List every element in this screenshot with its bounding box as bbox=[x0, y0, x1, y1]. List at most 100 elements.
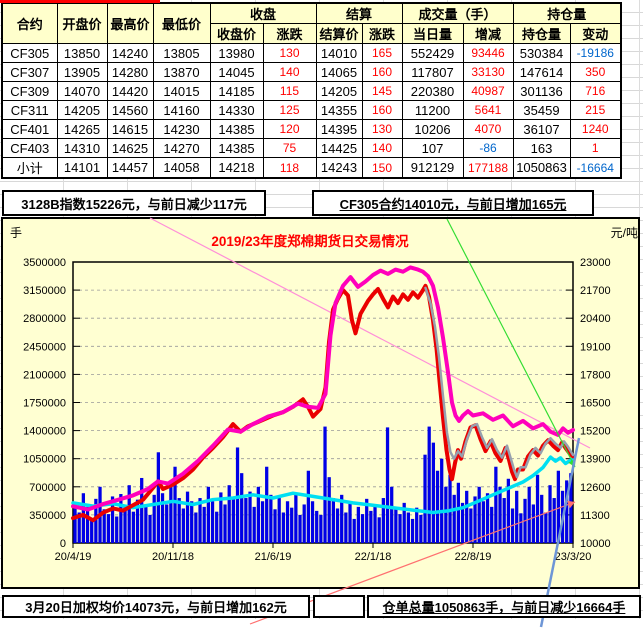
index-status-text: 3128B指数15226元，与前日减少117元 bbox=[21, 196, 247, 212]
svg-text:22/8/19: 22/8/19 bbox=[455, 551, 492, 563]
value-cell: 716 bbox=[569, 81, 622, 101]
table-row: CF309 14070 14420 14015 14185 115 14205 145 2203… bbox=[1, 81, 622, 101]
svg-text:10000: 10000 bbox=[580, 538, 611, 550]
value-cell: 1240 bbox=[569, 119, 622, 139]
value-cell: 530384 bbox=[512, 43, 571, 63]
col-header-vol-chg: 增减 bbox=[462, 23, 514, 44]
value-cell: 160 bbox=[361, 62, 403, 82]
value-cell: 14010 bbox=[315, 43, 363, 63]
contract-cell: CF307 bbox=[1, 62, 58, 82]
value-cell: 1050863 bbox=[512, 157, 571, 179]
gridlines bbox=[73, 289, 573, 516]
value-cell: -16664 bbox=[569, 157, 622, 179]
value-cell: 14205 bbox=[56, 100, 108, 120]
svg-text:21700: 21700 bbox=[580, 285, 611, 297]
value-cell: 14101 bbox=[56, 157, 108, 179]
value-cell: 120 bbox=[262, 119, 317, 139]
value-cell: 14395 bbox=[315, 119, 363, 139]
value-cell: 14265 bbox=[56, 119, 108, 139]
value-cell: 14045 bbox=[209, 62, 264, 82]
index-status-box: 3128B指数15226元，与前日减少117元 bbox=[2, 190, 266, 216]
value-cell: 165 bbox=[361, 43, 403, 63]
col-group-settle: 结算 bbox=[315, 2, 403, 24]
value-cell: 14240 bbox=[106, 43, 154, 63]
svg-text:23/3/20: 23/3/20 bbox=[555, 551, 592, 563]
col-header-close-chg: 涨跌 bbox=[262, 23, 317, 44]
svg-text:21/6/19: 21/6/19 bbox=[255, 551, 292, 563]
svg-text:0: 0 bbox=[60, 538, 66, 550]
value-cell: 33130 bbox=[462, 62, 514, 82]
value-cell: 163 bbox=[512, 138, 571, 158]
svg-text:13900: 13900 bbox=[580, 454, 611, 466]
svg-text:12600: 12600 bbox=[580, 482, 611, 494]
svg-text:17800: 17800 bbox=[580, 369, 611, 381]
col-header-contract: 合约 bbox=[1, 2, 58, 44]
value-cell: 13905 bbox=[56, 62, 108, 82]
value-cell: 14385 bbox=[209, 138, 264, 158]
receipt-total-text: 仓单总量1050863手，与前日减少16664手 bbox=[382, 600, 626, 615]
value-cell: 912129 bbox=[401, 157, 464, 179]
value-cell: 301136 bbox=[512, 81, 571, 101]
col-header-oi-chg: 变动 bbox=[569, 23, 622, 44]
col-group-close: 收盘 bbox=[209, 2, 317, 24]
value-cell: 14355 bbox=[315, 100, 363, 120]
red-trend-arrow bbox=[567, 500, 575, 509]
value-cell: 125 bbox=[262, 100, 317, 120]
svg-text:1750000: 1750000 bbox=[23, 398, 66, 410]
col-header-settle-chg: 涨跌 bbox=[361, 23, 403, 44]
value-cell: 14218 bbox=[209, 157, 264, 179]
green-trend bbox=[446, 218, 576, 468]
value-cell: 130 bbox=[262, 43, 317, 63]
chart-title: 2019/23年度郑棉期货日交易情况 bbox=[211, 234, 409, 249]
value-cell: 40987 bbox=[462, 81, 514, 101]
svg-text:23000: 23000 bbox=[580, 257, 611, 269]
value-cell: 117807 bbox=[401, 62, 464, 82]
col-header-open: 开盘价 bbox=[56, 2, 108, 44]
value-cell: 118 bbox=[262, 157, 317, 179]
value-cell: 13805 bbox=[152, 43, 211, 63]
value-cell: 10206 bbox=[401, 119, 464, 139]
value-cell: 14425 bbox=[315, 138, 363, 158]
contract-cell: CF403 bbox=[1, 138, 58, 158]
table-row: CF307 13905 14280 13870 14045 140 14065 160 1178… bbox=[1, 62, 622, 82]
value-cell: 14625 bbox=[106, 138, 154, 158]
col-header-day-volume: 当日量 bbox=[401, 23, 464, 44]
red-marker-line bbox=[0, 0, 160, 3]
value-cell: 14457 bbox=[106, 157, 154, 179]
value-cell: 215 bbox=[569, 100, 622, 120]
value-cell: -86 bbox=[462, 138, 514, 158]
svg-text:3150000: 3150000 bbox=[23, 285, 66, 297]
svg-text:11300: 11300 bbox=[580, 510, 610, 522]
value-cell: 107 bbox=[401, 138, 464, 158]
value-cell: 160 bbox=[361, 100, 403, 120]
value-cell: 14280 bbox=[106, 62, 154, 82]
pink-trend bbox=[149, 217, 591, 449]
value-cell: 1 bbox=[569, 138, 622, 158]
svg-text:2450000: 2450000 bbox=[23, 341, 66, 353]
svg-text:700000: 700000 bbox=[29, 482, 66, 494]
value-cell: 14420 bbox=[106, 81, 154, 101]
value-cell: 177188 bbox=[462, 157, 514, 179]
svg-text:2100000: 2100000 bbox=[23, 369, 66, 381]
volume-bars bbox=[73, 426, 573, 543]
col-group-oi: 持仓量 bbox=[512, 2, 622, 24]
spot-index-line bbox=[71, 265, 575, 512]
value-cell: 36107 bbox=[512, 119, 571, 139]
value-cell: 14310 bbox=[56, 138, 108, 158]
value-cell: 220380 bbox=[401, 81, 464, 101]
empty-cell-box bbox=[313, 595, 365, 618]
value-cell: 13870 bbox=[152, 62, 211, 82]
contract-cell: 小计 bbox=[1, 157, 58, 179]
svg-text:22/1/18: 22/1/18 bbox=[355, 551, 392, 563]
cf305-status-text: CF305合约14010元，与前日增加165元 bbox=[339, 196, 567, 212]
contract-cell: CF401 bbox=[1, 119, 58, 139]
value-cell: 145 bbox=[361, 81, 403, 101]
value-cell: 115 bbox=[262, 81, 317, 101]
value-cell: 14560 bbox=[106, 100, 154, 120]
col-header-settle-price: 结算价 bbox=[315, 23, 363, 44]
value-cell: 14070 bbox=[56, 81, 108, 101]
value-cell: 14385 bbox=[209, 119, 264, 139]
value-cell: 75 bbox=[262, 138, 317, 158]
value-cell: 552429 bbox=[401, 43, 464, 63]
svg-text:20400: 20400 bbox=[580, 313, 611, 325]
